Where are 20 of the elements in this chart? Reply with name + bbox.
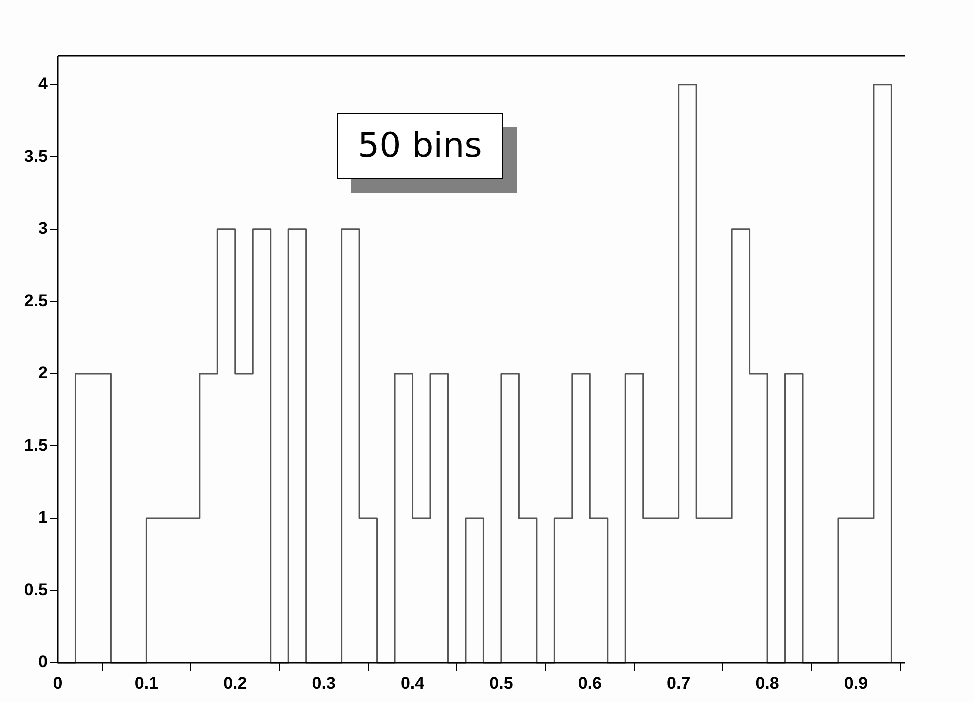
x-tick-label: 0.6 xyxy=(578,674,602,693)
y-tick-label: 1 xyxy=(38,508,48,528)
y-tick-label: 1.5 xyxy=(24,436,48,455)
y-tick-label: 2 xyxy=(38,364,48,383)
y-tick-label: 2.5 xyxy=(24,291,48,310)
y-tick-label: 3.5 xyxy=(24,146,48,166)
y-tick-label: 0 xyxy=(38,652,48,672)
x-tick-label: 0.5 xyxy=(490,674,514,693)
x-tick-label: 0.9 xyxy=(844,674,868,693)
y-tick-label: 4 xyxy=(38,74,49,94)
x-tick-label: 0.2 xyxy=(224,674,248,693)
x-tick-label: 0.8 xyxy=(756,674,780,693)
annotation: 50 bins xyxy=(337,113,504,179)
y-tick-label: 0.5 xyxy=(24,580,48,600)
x-tick-label: 0.1 xyxy=(134,674,159,693)
x-tick-label: 0 xyxy=(53,674,63,693)
y-tick-label: 3 xyxy=(38,219,48,238)
x-tick-label: 0.7 xyxy=(667,674,691,693)
x-tick-label: 0.4 xyxy=(400,674,426,693)
x-tick-label: 0.3 xyxy=(312,674,336,693)
